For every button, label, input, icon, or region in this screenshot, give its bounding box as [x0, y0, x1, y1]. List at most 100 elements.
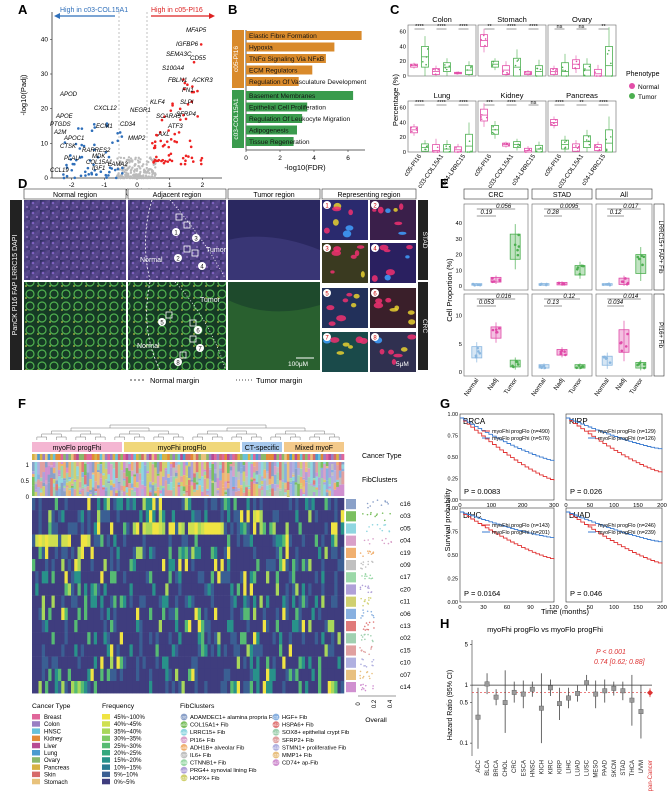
f-legend-fib-id: c10 — [181, 776, 187, 780]
f-stack-cell — [214, 481, 217, 496]
a-point — [119, 156, 123, 159]
f-heat-cell — [51, 656, 55, 670]
f-stack-cell — [331, 462, 334, 464]
f-legend-cancer-swatch — [32, 728, 40, 734]
f-legend-freq-title: Frequency — [102, 703, 135, 710]
d-roi-number-dot — [194, 326, 202, 334]
f-stack-cell — [159, 493, 163, 496]
f-stack-cell — [32, 471, 35, 475]
d-col-title-box — [321, 188, 417, 200]
f-heat-cell — [279, 607, 283, 621]
f-heat-cell — [184, 534, 189, 548]
f-heat-cell — [246, 620, 250, 633]
f-ct-cell — [284, 454, 288, 460]
f-heat-cell — [337, 656, 341, 670]
f-heat-cell — [197, 668, 202, 682]
f-heat-cell — [71, 620, 75, 633]
f-stack-cell — [141, 480, 145, 485]
f-heat-cell — [139, 681, 143, 694]
f-overall-dot — [384, 500, 386, 502]
f-heat-cell — [110, 644, 114, 657]
f-heat-cell — [220, 607, 224, 621]
a-point-down — [113, 168, 117, 172]
d-rep-cell — [353, 293, 360, 299]
a-point-down — [104, 173, 108, 177]
f-stack-cell — [216, 490, 220, 494]
a-gene-label-up: ACKR3 — [191, 77, 213, 84]
a-point-up — [166, 160, 170, 163]
f-heat-cell — [152, 498, 156, 511]
f-legend-fib-id: c07 — [181, 754, 187, 758]
f-heat-cell — [308, 571, 312, 584]
c-dot — [494, 128, 496, 131]
c-dot — [493, 132, 495, 135]
e-facet-frame — [531, 293, 593, 377]
g-legend-2: myoFlo progFhi (n=126) — [598, 436, 656, 442]
f-heat-cell — [298, 522, 302, 535]
f-heat-cell — [262, 681, 267, 694]
f-stack-cell — [52, 462, 56, 468]
a-point-down — [105, 176, 108, 179]
a-point-up — [151, 141, 154, 145]
f-heat-cell — [204, 595, 208, 609]
f-heat-cell — [181, 632, 185, 645]
f-heat-cell — [184, 607, 189, 621]
c-dot — [444, 66, 447, 69]
f-heat-cell — [126, 681, 130, 694]
f-heat-cell — [220, 559, 224, 572]
f-heat-cell — [331, 644, 335, 657]
f-heat-cell — [259, 546, 263, 560]
f-overall-dot — [363, 688, 365, 690]
f-heat-cell — [181, 559, 185, 572]
e-dot — [603, 355, 606, 359]
f-stack-cell — [315, 476, 319, 488]
f-group-bar — [284, 442, 344, 452]
d-rep-number: 8 — [373, 335, 377, 341]
f-heat-cell — [240, 668, 244, 682]
f-heat-cell — [113, 644, 117, 657]
f-ct-cell — [245, 454, 249, 460]
f-stack-cell — [143, 462, 147, 466]
f-heat-cell — [321, 559, 325, 572]
f-heat-cell — [67, 656, 72, 670]
f-heat-cell — [269, 607, 273, 621]
f-overall-dot — [362, 555, 364, 557]
f-stack-cell — [112, 468, 116, 484]
f-heat-cell — [48, 632, 52, 645]
f-ct-cell — [37, 454, 41, 460]
f-overall-dot — [368, 677, 371, 680]
e-dot — [559, 352, 563, 356]
d-rep-cell — [384, 274, 391, 281]
f-stack-cell — [240, 467, 243, 474]
f-overall-dot — [386, 501, 388, 504]
e-dot — [578, 272, 582, 276]
a-gene-label-down: CTSK — [60, 144, 77, 150]
f-ct-cell — [219, 454, 223, 460]
h-x-label: CRC — [512, 759, 518, 773]
f-stack-cell — [141, 488, 145, 496]
f-heat-cell — [295, 522, 299, 535]
f-heat-cell — [168, 632, 172, 645]
f-stack-cell — [102, 473, 106, 476]
f-stack-cell — [84, 487, 87, 496]
f-heat-cell — [272, 681, 276, 694]
f-heat-cell — [292, 498, 296, 511]
e-pval: 0.014 — [623, 294, 639, 300]
f-ct-cell — [276, 454, 280, 460]
f-heat-cell — [227, 546, 231, 560]
f-group-label: myoFhi progFlo — [158, 445, 207, 452]
f-overall-dot — [365, 665, 368, 668]
f-stack-cell — [242, 471, 246, 482]
panel-d-letter: D — [18, 176, 27, 191]
f-stack-cell — [216, 493, 220, 496]
f-heat-cell — [253, 583, 257, 596]
f-stack-cell — [78, 487, 82, 491]
c-dot — [426, 48, 429, 50]
f-stack-cell — [284, 482, 288, 489]
f-stack-cell — [84, 462, 87, 464]
h-point — [611, 685, 617, 691]
e-col-title-box — [531, 188, 593, 200]
f-heat-cell — [67, 632, 72, 645]
f-stack-cell — [159, 490, 163, 494]
f-heat-cell — [61, 607, 65, 621]
